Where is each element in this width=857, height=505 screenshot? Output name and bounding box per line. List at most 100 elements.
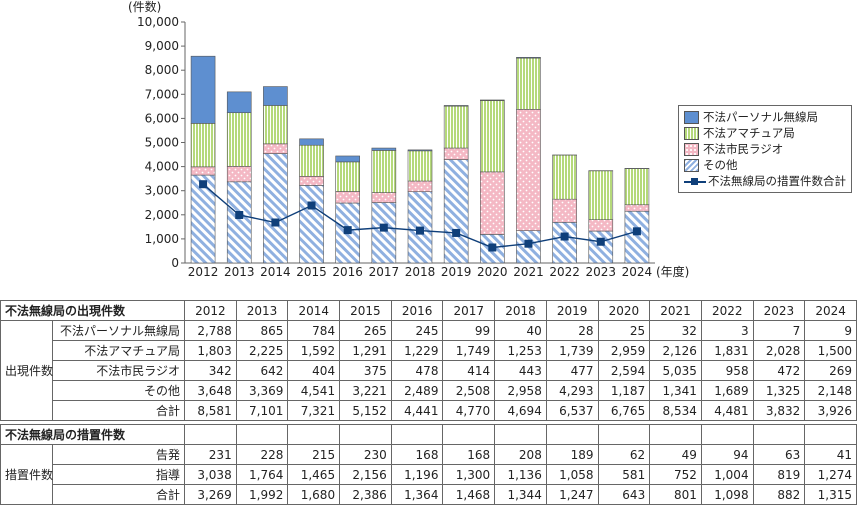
value-cell: 752	[650, 465, 702, 485]
value-cell: 1,004	[701, 465, 753, 485]
value-cell: 2,028	[753, 341, 805, 361]
x-tick-label: 2015	[296, 265, 327, 279]
value-cell: 3,269	[185, 485, 237, 505]
value-cell: 1,803	[185, 341, 237, 361]
bar-segment-series-0	[263, 154, 287, 263]
value-cell: 3,221	[340, 381, 392, 401]
bar-segment-series-2	[191, 123, 215, 166]
empty-header-cell	[288, 425, 340, 445]
value-cell: 819	[753, 465, 805, 485]
value-cell: 2,225	[236, 341, 288, 361]
measures-total-point	[308, 201, 316, 209]
measures-total-point	[271, 219, 279, 227]
value-cell: 6,765	[598, 401, 650, 421]
value-cell: 1,247	[546, 485, 598, 505]
bar-segment-series-3	[372, 148, 396, 150]
value-cell: 5,035	[650, 361, 702, 381]
bar-segment-series-3	[300, 139, 324, 145]
row-label: 不法パーソナル無線局	[53, 321, 185, 341]
x-axis-title: (年度)	[656, 264, 689, 279]
bar-segment-series-2	[263, 105, 287, 143]
row-label: 指導	[53, 465, 185, 485]
value-cell: 404	[288, 361, 340, 381]
legend-line-marker	[684, 176, 706, 187]
bar-segment-series-1	[625, 205, 649, 211]
value-cell: 801	[650, 485, 702, 505]
x-tick-label: 2023	[585, 265, 616, 279]
bar-segment-series-3	[480, 100, 504, 101]
bar-segment-series-0	[300, 185, 324, 263]
year-header-cell: 2022	[701, 301, 753, 321]
value-cell: 8,534	[650, 401, 702, 421]
x-tick-label: 2013	[224, 265, 255, 279]
value-cell: 2,148	[805, 381, 857, 401]
y-tick-label: 1,000	[145, 232, 179, 246]
measures-total-point	[488, 244, 496, 252]
value-cell: 63	[753, 445, 805, 465]
empty-header-cell	[340, 425, 392, 445]
bar-segment-series-1	[336, 191, 360, 203]
y-tick-label: 6,000	[145, 111, 179, 125]
bar-segment-series-2	[408, 151, 432, 181]
measures-total-point	[199, 180, 207, 188]
year-header-cell: 2021	[650, 301, 702, 321]
bar-segment-series-0	[372, 203, 396, 263]
bar-segment-series-1	[191, 167, 215, 175]
bar-segment-series-3	[191, 56, 215, 123]
measures-total-point	[235, 211, 243, 219]
value-cell: 1,739	[546, 341, 598, 361]
value-cell: 5,152	[340, 401, 392, 421]
value-cell: 2,594	[598, 361, 650, 381]
value-cell: 2,788	[185, 321, 237, 341]
legend-item-other: その他	[684, 157, 846, 173]
value-cell: 1,680	[288, 485, 340, 505]
value-cell: 1,500	[805, 341, 857, 361]
value-cell: 62	[598, 445, 650, 465]
value-cell: 3	[701, 321, 753, 341]
x-tick-label: 2016	[332, 265, 363, 279]
y-tick-label: 0	[171, 256, 179, 270]
empty-header-cell	[391, 425, 443, 445]
bar-segment-series-2	[227, 113, 251, 167]
bar-segment-series-2	[480, 101, 504, 172]
bar-segment-series-3	[516, 57, 540, 58]
y-axis-title: (件数)	[128, 0, 161, 14]
year-header-cell: 2013	[236, 301, 288, 321]
value-cell: 25	[598, 321, 650, 341]
value-cell: 2,958	[495, 381, 547, 401]
bar-segment-series-2	[625, 169, 649, 205]
year-header-cell: 2020	[598, 301, 650, 321]
table-title: 不法無線局の出現件数	[1, 301, 185, 321]
value-cell: 342	[185, 361, 237, 381]
value-cell: 1,344	[495, 485, 547, 505]
value-cell: 94	[701, 445, 753, 465]
value-cell: 40	[495, 321, 547, 341]
year-header-cell: 2018	[495, 301, 547, 321]
bar-segment-series-1	[589, 220, 613, 231]
empty-header-cell	[650, 425, 702, 445]
value-cell: 32	[650, 321, 702, 341]
value-cell: 478	[391, 361, 443, 381]
bar-segment-series-1	[553, 199, 577, 222]
value-cell: 1,315	[805, 485, 857, 505]
year-header-cell: 2015	[340, 301, 392, 321]
value-cell: 7,321	[288, 401, 340, 421]
value-cell: 1,325	[753, 381, 805, 401]
value-cell: 2,126	[650, 341, 702, 361]
table-header-row: 不法無線局の措置件数	[1, 425, 857, 445]
x-tick-label: 2017	[369, 265, 400, 279]
value-cell: 1,253	[495, 341, 547, 361]
measures-total-point	[561, 233, 569, 241]
value-cell: 4,441	[391, 401, 443, 421]
value-cell: 1,291	[340, 341, 392, 361]
value-cell: 1,364	[391, 485, 443, 505]
legend-label: 不法アマチュア局	[703, 125, 795, 141]
bar-segment-series-1	[227, 166, 251, 181]
year-header-cell: 2019	[546, 301, 598, 321]
value-cell: 642	[236, 361, 288, 381]
